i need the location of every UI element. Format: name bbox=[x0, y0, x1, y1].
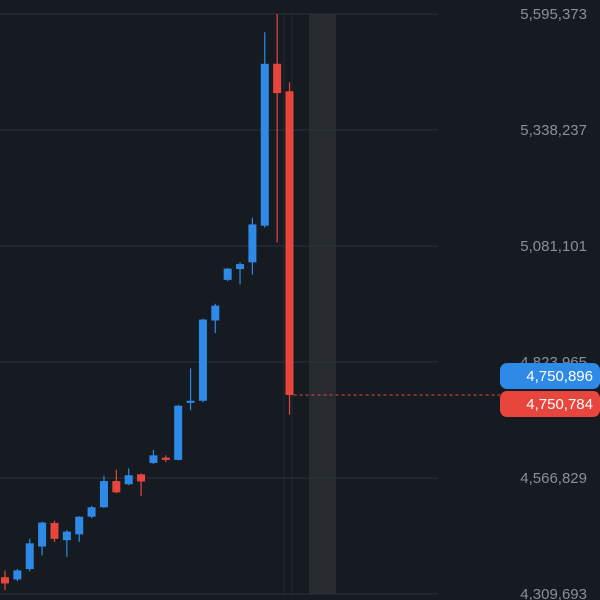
grid-lines bbox=[0, 13, 438, 595]
candle-body bbox=[236, 264, 245, 270]
candle bbox=[25, 538, 34, 572]
candle bbox=[260, 32, 269, 228]
candle bbox=[198, 318, 207, 403]
last-close-label: 4,750,784 bbox=[526, 396, 593, 413]
candle-body bbox=[186, 400, 195, 403]
candle bbox=[75, 516, 84, 542]
candle-body bbox=[273, 63, 282, 94]
candle bbox=[236, 262, 245, 285]
candle bbox=[186, 368, 195, 411]
last-close-badge: 4,750,784 bbox=[500, 391, 600, 418]
candle bbox=[137, 473, 146, 496]
current-price-badge-bg bbox=[500, 363, 600, 390]
candle-body bbox=[38, 522, 47, 547]
candle-body bbox=[198, 319, 207, 401]
candle bbox=[273, 14, 282, 243]
candle bbox=[99, 475, 108, 509]
candle bbox=[248, 217, 257, 275]
candle bbox=[62, 530, 71, 557]
y-tick-label: 4,566,829 bbox=[520, 470, 587, 487]
candle-body bbox=[248, 224, 257, 263]
candle bbox=[161, 455, 170, 463]
candle-body bbox=[149, 455, 158, 464]
candle-body bbox=[112, 481, 121, 493]
candle-body bbox=[161, 457, 170, 460]
candle-body bbox=[50, 523, 59, 539]
candle-body bbox=[1, 577, 9, 584]
y-tick-label: 5,595,373 bbox=[520, 6, 587, 23]
candle-body bbox=[25, 543, 34, 570]
candle-body bbox=[87, 507, 96, 517]
y-tick-label: 5,081,101 bbox=[520, 238, 587, 255]
candle bbox=[38, 521, 47, 556]
candle bbox=[149, 449, 158, 464]
y-tick-label: 4,309,693 bbox=[520, 586, 587, 600]
candle bbox=[124, 468, 133, 486]
candle-body bbox=[285, 91, 294, 396]
candle bbox=[211, 303, 220, 334]
candle-body bbox=[211, 305, 220, 321]
candle bbox=[223, 268, 232, 282]
candle bbox=[174, 404, 183, 461]
candle-body bbox=[223, 268, 232, 280]
candle bbox=[1, 570, 9, 591]
candle-body bbox=[13, 570, 22, 580]
current-price-badge: 4,750,896 bbox=[500, 363, 600, 390]
crosshair-highlight-column bbox=[309, 14, 336, 594]
candle-body bbox=[174, 405, 183, 460]
candle-body bbox=[124, 475, 133, 485]
candle-body bbox=[137, 474, 146, 482]
candle bbox=[50, 520, 59, 542]
candle bbox=[87, 505, 96, 519]
last-close-badge-bg bbox=[500, 391, 600, 418]
candles bbox=[1, 14, 294, 591]
candle bbox=[285, 82, 294, 415]
candle-body bbox=[62, 531, 71, 541]
candle-body bbox=[75, 516, 84, 535]
candle bbox=[112, 469, 121, 494]
current-price-label: 4,750,896 bbox=[526, 368, 593, 385]
candle-body bbox=[260, 63, 269, 226]
candle-body bbox=[99, 481, 108, 508]
candle bbox=[13, 569, 22, 582]
y-tick-label: 5,338,237 bbox=[520, 122, 587, 139]
